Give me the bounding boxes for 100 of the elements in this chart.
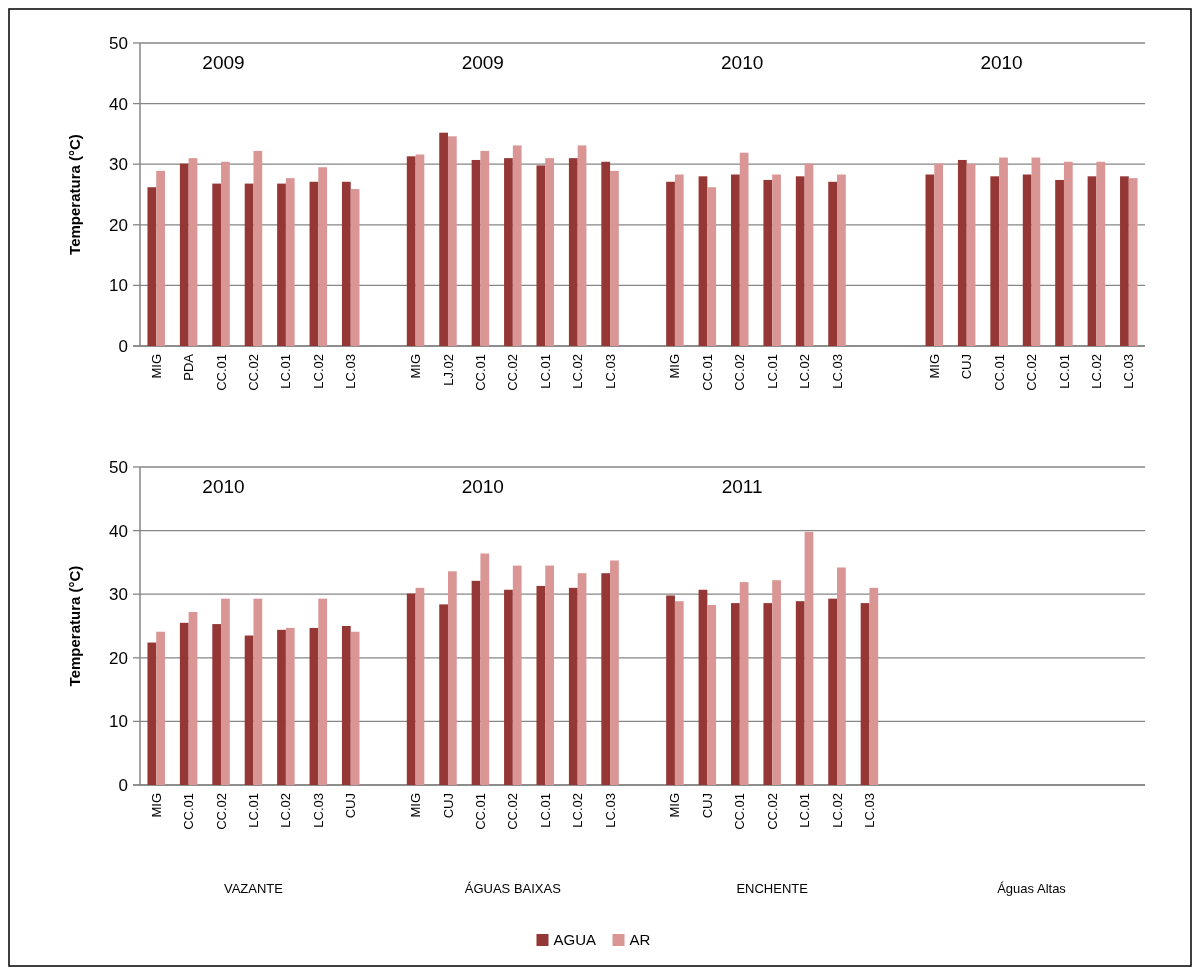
x-tick-label: LC.02: [310, 354, 326, 389]
bar: [1022, 174, 1032, 346]
x-tick-label: CUJ: [699, 793, 715, 819]
annotation: 2010: [202, 475, 245, 497]
x-tick-label: MIG: [408, 354, 424, 379]
bar: [568, 158, 578, 346]
x-tick-label: LC.01: [537, 354, 553, 389]
bar: [666, 595, 675, 785]
y-tick-label: 20: [109, 648, 128, 668]
bar: [1031, 157, 1041, 346]
x-tick-label: LC.03: [829, 354, 845, 389]
bar: [1087, 176, 1097, 346]
bar: [763, 603, 773, 785]
x-tick-label: LC.03: [310, 793, 326, 828]
y-tick-label: 0: [118, 336, 128, 356]
bar: [763, 179, 773, 346]
bar: [837, 567, 846, 785]
bar: [512, 145, 522, 346]
bar: [156, 170, 165, 346]
annotation: 2009: [202, 51, 245, 73]
y-tick-label: 0: [118, 775, 128, 795]
x-tick-label: LC.03: [602, 354, 618, 389]
bar: [253, 598, 263, 785]
x-tick-label: CC.01: [732, 793, 748, 830]
x-tick-label: LJ.02: [440, 354, 456, 386]
bar: [350, 631, 360, 785]
bar: [1096, 161, 1106, 346]
bar: [179, 163, 189, 346]
bar: [512, 565, 522, 785]
bar: [309, 627, 319, 785]
y-tick-label: 10: [109, 276, 128, 296]
text: ENCHENTE: [736, 880, 809, 896]
bar: [869, 587, 879, 785]
bar: [285, 627, 295, 785]
y-tick-label: 30: [109, 585, 128, 605]
bar: [536, 165, 546, 346]
x-tick-label: CC.01: [213, 354, 229, 391]
x-tick-label: LC.01: [764, 354, 780, 389]
x-tick-label: LC.01: [278, 354, 294, 389]
bar: [925, 174, 935, 346]
bar: [221, 598, 230, 785]
bar: [406, 593, 416, 785]
text: ÁGUAS BAIXAS: [464, 880, 562, 896]
annotation: 2011: [721, 475, 763, 497]
bar: [1128, 178, 1138, 346]
bar: [439, 132, 448, 346]
x-tick-label: CC.01: [699, 354, 715, 391]
x-tick-label: MIG: [667, 793, 683, 818]
x-tick-label: CC.02: [1024, 354, 1040, 391]
bar: [1055, 179, 1064, 346]
annotation: 2010: [980, 51, 1023, 73]
bar: [277, 629, 286, 785]
bar: [147, 642, 157, 785]
x-tick-label: LC.02: [829, 793, 845, 828]
bar: [309, 181, 319, 346]
x-tick-label: LC.02: [1088, 354, 1104, 389]
x-tick-label: LC.01: [537, 793, 553, 828]
x-tick-label: CC.01: [991, 354, 1007, 391]
y-tick-label: 10: [109, 712, 128, 732]
x-tick-label: CC.02: [246, 354, 262, 391]
y-axis-title: Temperatura (°C): [66, 565, 83, 687]
x-tick-label: CC.01: [472, 793, 488, 830]
bar: [568, 587, 578, 785]
bar: [406, 156, 416, 346]
x-tick-label: LC.02: [797, 354, 813, 389]
x-tick-label: CC.02: [764, 793, 780, 830]
bar: [439, 604, 448, 785]
bar: [350, 189, 360, 346]
x-tick-label: LC.02: [278, 793, 294, 828]
x-tick-label: LC.01: [246, 793, 262, 828]
bar: [795, 176, 805, 346]
bar: [341, 181, 351, 346]
x-tick-label: LC.03: [343, 354, 359, 389]
bar: [601, 161, 611, 346]
y-tick-label: 40: [109, 94, 128, 114]
x-tick-label: LC.01: [1056, 354, 1072, 389]
bar: [1063, 161, 1073, 346]
x-tick-label: LC.03: [861, 793, 877, 828]
bar: [666, 181, 675, 346]
bar: [318, 167, 328, 346]
bar: [285, 178, 295, 346]
bar: [480, 150, 490, 346]
text: Águas Altas: [997, 880, 1067, 896]
x-tick-label: CUJ: [440, 793, 456, 819]
bar: [739, 152, 749, 346]
bar: [212, 624, 222, 785]
bar: [739, 582, 749, 785]
x-tick-label: CC.01: [472, 354, 488, 391]
y-tick-label: 50: [109, 33, 128, 53]
x-tick-label: CC.02: [213, 793, 229, 830]
bar: [1120, 176, 1129, 346]
y-tick-label: 50: [109, 457, 128, 477]
annotation: 2009: [461, 51, 504, 73]
legend-label: AR: [629, 931, 651, 949]
bar: [731, 603, 740, 785]
x-tick-label: MIG: [148, 793, 164, 818]
bar: [698, 176, 708, 346]
bar: [536, 585, 546, 785]
bar: [318, 598, 328, 785]
bar: [244, 635, 254, 785]
